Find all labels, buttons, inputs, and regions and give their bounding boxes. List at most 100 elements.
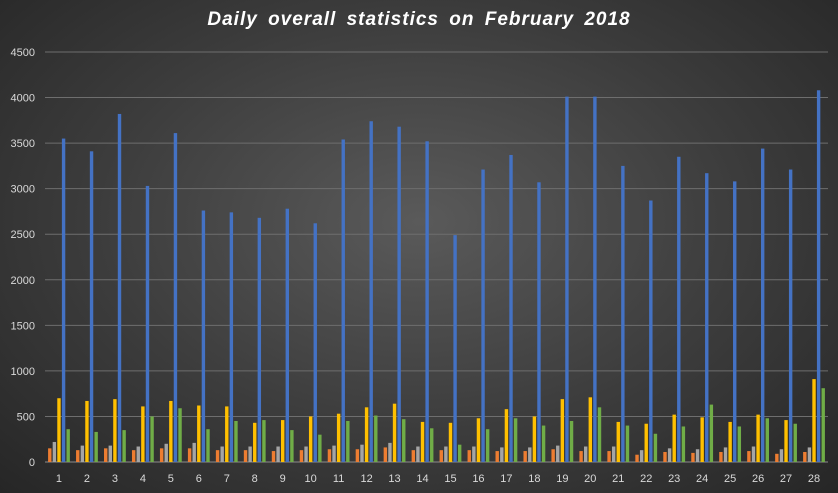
bar	[48, 448, 52, 462]
x-tick-label: 16	[472, 473, 484, 485]
bar	[341, 139, 345, 462]
bar	[649, 200, 653, 462]
bar	[793, 423, 797, 462]
bar	[285, 208, 289, 462]
bar	[117, 113, 122, 463]
bar	[677, 156, 681, 462]
bar	[425, 141, 429, 463]
y-tick-label: 4500	[11, 47, 35, 59]
x-tick-label: 20	[584, 473, 596, 485]
bar	[89, 151, 94, 462]
bar	[178, 408, 182, 462]
bar	[206, 429, 210, 462]
bar	[108, 445, 113, 462]
x-tick-label: 19	[556, 473, 568, 485]
bar	[597, 407, 602, 462]
bar	[541, 425, 546, 462]
bar	[803, 451, 807, 462]
bar	[85, 400, 89, 462]
bar	[705, 173, 709, 462]
x-tick-label: 22	[640, 473, 652, 485]
bar	[728, 421, 732, 462]
bar	[169, 400, 173, 462]
bar	[336, 413, 341, 462]
bar	[290, 430, 294, 462]
bar	[523, 451, 527, 462]
bar	[565, 96, 569, 462]
bar	[364, 407, 369, 462]
bar	[551, 449, 555, 462]
bar	[355, 449, 360, 462]
bar	[420, 421, 425, 462]
bar	[644, 423, 648, 462]
bar	[691, 452, 695, 462]
bar	[593, 96, 597, 462]
bar	[579, 451, 583, 462]
bar	[262, 420, 266, 462]
y-tick-label: 2500	[11, 229, 35, 241]
bar	[560, 399, 565, 462]
bar	[485, 429, 490, 462]
bar	[663, 451, 667, 462]
x-tick-label: 26	[752, 473, 764, 485]
x-tick-label: 4	[140, 473, 146, 485]
bar	[709, 404, 714, 462]
bar	[821, 388, 825, 462]
bar	[528, 447, 532, 462]
bar	[80, 445, 85, 462]
bar	[639, 450, 644, 462]
bar	[318, 434, 322, 462]
bar	[243, 450, 248, 462]
bar	[66, 429, 70, 462]
x-tick-label: 25	[724, 473, 736, 485]
bar	[136, 446, 140, 462]
x-tick-label: 7	[224, 473, 230, 485]
x-tick-label: 1	[56, 473, 62, 485]
bar	[276, 446, 280, 462]
bar	[271, 451, 276, 462]
x-tick-label: 28	[808, 473, 820, 485]
bar	[313, 223, 317, 462]
bar	[374, 415, 378, 462]
bar	[57, 398, 61, 462]
bar	[723, 447, 728, 462]
bar	[481, 169, 485, 462]
bar	[681, 426, 686, 462]
bar	[257, 217, 262, 462]
y-tick-label: 500	[17, 411, 35, 423]
x-tick-label: 15	[444, 473, 456, 485]
bar	[122, 430, 126, 462]
bar	[695, 449, 700, 462]
bar	[141, 406, 145, 462]
x-tick-label: 3	[112, 473, 118, 485]
bar	[253, 422, 257, 462]
bar	[346, 421, 350, 462]
bar	[616, 421, 620, 462]
bar	[299, 450, 304, 462]
bar	[779, 449, 784, 462]
bar	[509, 154, 513, 462]
bar	[584, 446, 588, 462]
bar	[164, 443, 168, 462]
bar	[229, 212, 234, 462]
bar	[197, 405, 201, 462]
bar	[537, 182, 541, 463]
bar	[751, 446, 756, 462]
bar	[411, 450, 416, 462]
bar	[667, 448, 672, 462]
bar	[556, 445, 560, 462]
bar	[747, 451, 751, 462]
x-tick-label: 27	[780, 473, 792, 485]
bar	[812, 379, 816, 462]
bar	[807, 447, 812, 462]
bar	[635, 454, 639, 462]
bar	[472, 446, 476, 462]
bar	[719, 451, 723, 462]
x-tick-label: 2	[84, 473, 90, 485]
bar	[444, 446, 448, 462]
bar	[397, 126, 401, 463]
bar	[150, 416, 154, 462]
bar	[215, 450, 220, 462]
x-tick-label: 18	[528, 473, 540, 485]
